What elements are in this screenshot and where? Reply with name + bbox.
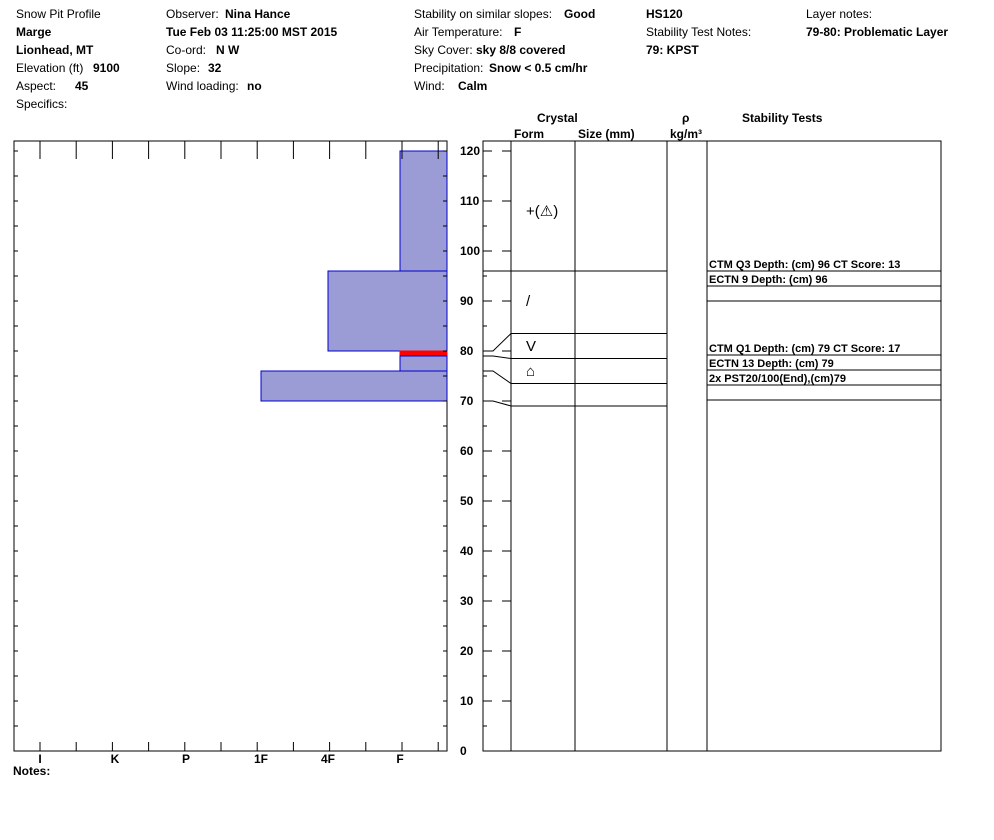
layer-notes-label: Layer notes: (806, 7, 873, 21)
elevation-label: Elevation (ft) (16, 61, 84, 75)
wind-label: Wind: (414, 79, 445, 93)
coord-label: Co-ord: (166, 43, 207, 57)
precipitation-particles-icon: +(⚠) (526, 203, 558, 220)
layer-boundary-2 (483, 355, 667, 359)
depth-label-80: 80 (460, 344, 474, 358)
profile-title: Snow Pit Profile (16, 7, 101, 21)
aspect-value: 45 (75, 79, 89, 93)
hardness-bar-3 (399, 355, 448, 372)
layer-boundary-1 (483, 333, 667, 352)
precip-value: Snow < 0.5 cm/hr (489, 61, 588, 75)
depth-label-50: 50 (460, 494, 474, 508)
layer-boundary-4 (483, 400, 667, 407)
precip-label: Precipitation: (414, 61, 484, 75)
hardness-panel-frame (13, 140, 448, 752)
hardness-label-1f: 1F (254, 752, 268, 766)
crystal-header: Crystal (537, 111, 578, 125)
stability-test-2: CTM Q1 Depth: (cm) 79 CT Score: 17 (709, 343, 900, 355)
stability-tests-header: Stability Tests (742, 111, 823, 125)
notes-label: Notes: (13, 764, 51, 778)
wind-loading-label: Wind loading: (166, 79, 239, 93)
sky-label: Sky Cover: (414, 43, 473, 57)
slope-label: Slope: (166, 61, 201, 75)
hardness-label-p: P (182, 752, 190, 766)
elevation-value: 9100 (93, 61, 120, 75)
depth-label-120: 120 (460, 144, 480, 158)
table-frame (482, 140, 942, 752)
depth-label-60: 60 (460, 444, 474, 458)
density-unit-header: kg/m³ (670, 127, 703, 141)
hardness-label-4f: 4F (321, 752, 335, 766)
depth-label-20: 20 (460, 644, 474, 658)
air-temp-label: Air Temperature: (414, 25, 503, 39)
depth-label-30: 30 (460, 594, 474, 608)
profile-name: Marge (16, 25, 52, 39)
sky-value: sky 8/8 covered (476, 43, 566, 57)
hardness-label-k: K (111, 752, 120, 766)
form-header: Form (514, 127, 544, 141)
specifics-label: Specifics: (16, 97, 68, 111)
depth-label-10: 10 (460, 694, 474, 708)
stability-notes-label: Stability Test Notes: (646, 25, 752, 39)
depth-hoar-icon: V (526, 338, 536, 355)
stability-value: Good (564, 7, 596, 21)
hardness-label-f: F (396, 752, 403, 766)
depth-label-110: 110 (460, 194, 480, 208)
layer-notes-value: 79-80: Problematic Layer (806, 25, 949, 39)
depth-label-40: 40 (460, 544, 474, 558)
rho-header: ρ (682, 111, 690, 125)
stability-test-1: ECTN 9 Depth: (cm) 96 (709, 274, 828, 286)
stability-notes-value: 79: KPST (646, 43, 699, 57)
wind-value: Calm (458, 79, 488, 93)
decomposing-fragments-icon: / (526, 293, 531, 310)
stability-label: Stability on similar slopes: (414, 7, 553, 21)
location: Lionhead, MT (16, 43, 94, 57)
aspect-label: Aspect: (16, 79, 57, 93)
hardness-bar-1 (327, 270, 448, 352)
hardness-bar-2 (399, 350, 448, 357)
slope-value: 32 (208, 61, 222, 75)
observer-value: Nina Hance (225, 7, 291, 21)
depth-label-100: 100 (460, 244, 480, 258)
stability-test-4: 2x PST20/100(End),(cm)79 (709, 373, 846, 385)
hardness-bar-4 (260, 370, 448, 402)
hardness-bar-0 (399, 150, 448, 272)
wind-loading-value: no (247, 79, 262, 93)
hardness-label-i: I (38, 752, 41, 766)
snow-height: HS120 (646, 7, 683, 21)
size-header: Size (mm) (578, 127, 635, 141)
stability-test-0: CTM Q3 Depth: (cm) 96 CT Score: 13 (709, 259, 900, 271)
observation-datetime: Tue Feb 03 11:25:00 MST 2015 (166, 25, 338, 39)
depth-label-0: 0 (460, 744, 467, 758)
depth-label-90: 90 (460, 294, 474, 308)
observer-label: Observer: (166, 7, 219, 21)
stability-test-3: ECTN 13 Depth: (cm) 79 (709, 358, 834, 370)
layer-boundary-3 (483, 370, 667, 384)
depth-label-70: 70 (460, 394, 474, 408)
coord-value: N W (216, 43, 240, 57)
air-temp-value: F (514, 25, 522, 39)
faceted-rounded-icon: ⌂ (526, 363, 535, 380)
